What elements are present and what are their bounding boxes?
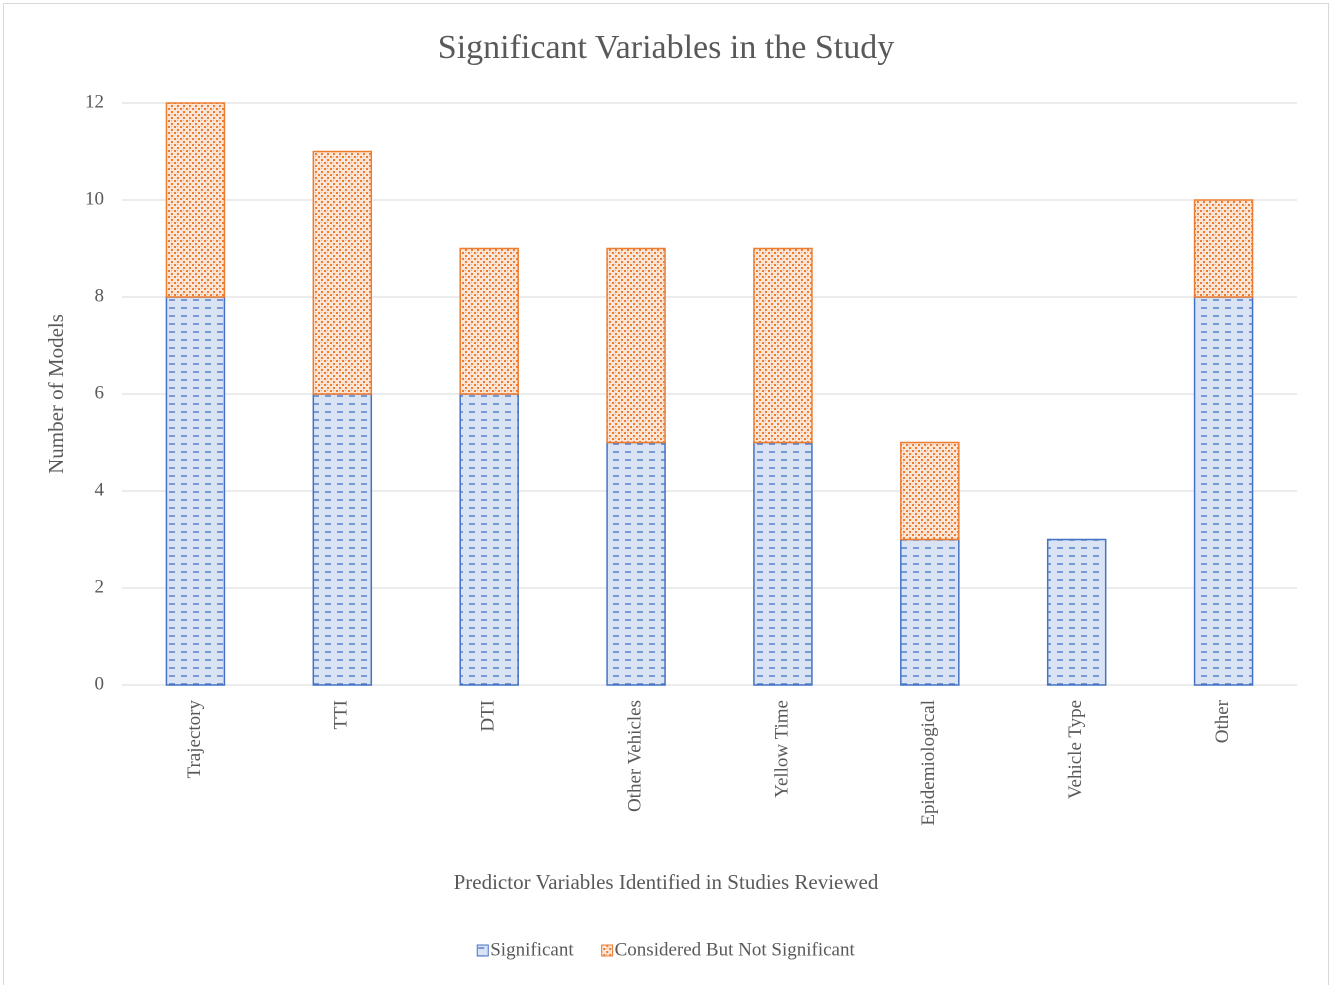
- y-tick-label: 8: [95, 285, 105, 306]
- bar-segment: [900, 538, 960, 686]
- x-tick-label: Epidemiological: [918, 700, 939, 826]
- bar-segment: [312, 150, 373, 395]
- x-tick-label: DTI: [478, 700, 499, 732]
- bar-segment: [753, 247, 813, 444]
- bar-segment: [606, 441, 666, 686]
- y-tick-label: 10: [85, 188, 104, 209]
- legend-swatch: [601, 944, 614, 957]
- x-tick-label: Trajectory: [184, 700, 205, 779]
- bar-segment: [165, 102, 226, 298]
- bar-segment: [606, 247, 666, 444]
- y-tick-label: 12: [85, 91, 104, 112]
- y-tick-label: 6: [95, 382, 105, 403]
- y-tick-label: 0: [95, 673, 105, 694]
- bar-segment: [312, 393, 373, 686]
- bar-segment: [753, 441, 813, 686]
- bar-segment: [459, 393, 519, 686]
- x-tick-label: Yellow Time: [771, 700, 792, 798]
- x-tick-label: TTI: [331, 700, 352, 730]
- x-tick-label: Other Vehicles: [624, 700, 645, 812]
- bar-segment: [900, 441, 960, 541]
- x-tick-label: Other: [1212, 699, 1233, 743]
- legend-label: Significant: [490, 939, 574, 960]
- y-tick-label: 2: [95, 576, 105, 597]
- y-tick-label: 4: [95, 479, 105, 500]
- legend-swatch: [476, 944, 489, 957]
- x-tick-label: Vehicle Type: [1065, 700, 1086, 799]
- bar-segment: [1193, 199, 1254, 298]
- bar-segment: [165, 296, 226, 686]
- bar-segment: [459, 247, 519, 395]
- x-axis-title: Predictor Variables Identified in Studie…: [454, 870, 879, 894]
- legend-label: Considered But Not Significant: [615, 939, 856, 960]
- chart-title: Significant Variables in the Study: [438, 29, 894, 66]
- legend: Significant Considered But Not Significan…: [476, 939, 856, 960]
- bar-segment: [1046, 538, 1107, 686]
- y-axis-title: Number of Models: [44, 314, 68, 474]
- bar-segment: [1193, 296, 1254, 686]
